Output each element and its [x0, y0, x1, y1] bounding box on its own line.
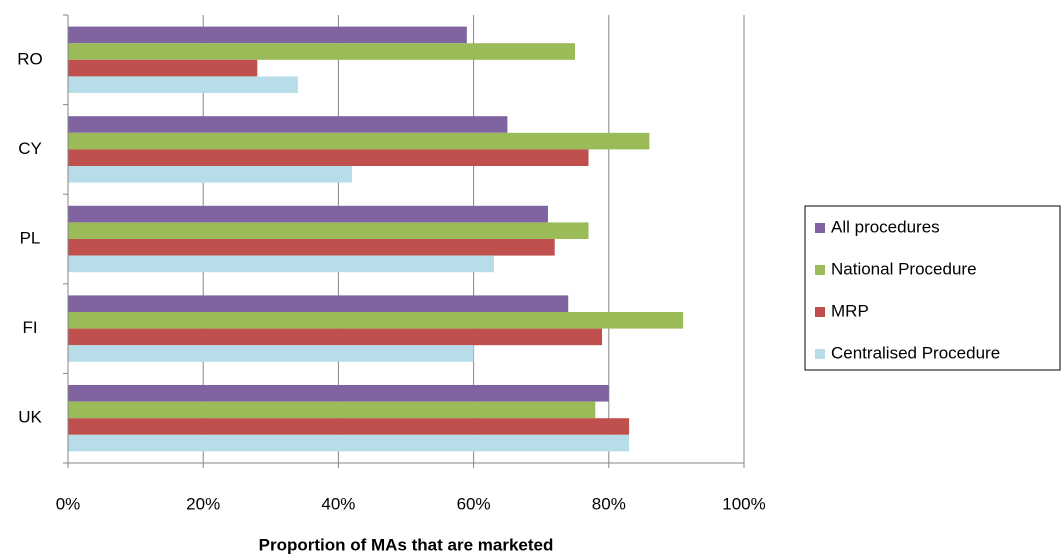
bar	[68, 166, 352, 183]
legend-label: MRP	[831, 301, 869, 320]
y-tick-label: PL	[20, 228, 41, 247]
legend: All procedures National Procedure MRP Centr…	[804, 205, 1061, 371]
x-axis-title: Proportion of MAs that are marketed	[259, 535, 554, 554]
bar	[68, 76, 298, 93]
legend-swatch	[815, 223, 825, 233]
bar	[68, 222, 589, 239]
y-tick-label: UK	[18, 408, 42, 427]
y-tick-label: FI	[22, 318, 37, 337]
bar	[68, 385, 609, 402]
bar	[68, 59, 258, 77]
legend-label: Centralised Procedure	[831, 343, 1000, 362]
bar	[68, 312, 684, 329]
x-tick-label: 80%	[592, 494, 626, 513]
bar	[68, 43, 575, 60]
legend-box	[804, 205, 1061, 371]
x-tick-label: 0%	[56, 494, 81, 513]
bar	[68, 116, 508, 133]
legend-swatch	[815, 265, 825, 275]
x-tick-label: 100%	[722, 494, 765, 513]
bar	[68, 328, 603, 346]
y-tick-label: RO	[17, 49, 43, 68]
legend-label: National Procedure	[831, 259, 977, 278]
legend-label: All procedures	[831, 217, 940, 236]
bar	[68, 345, 474, 362]
bar	[68, 205, 548, 223]
bar	[68, 132, 650, 150]
legend-swatch	[815, 349, 825, 359]
x-tick-label: 40%	[321, 494, 355, 513]
bar	[68, 255, 494, 273]
y-tick-label: CY	[18, 139, 42, 158]
bar	[68, 149, 589, 166]
x-tick-label: 60%	[457, 494, 491, 513]
bar	[68, 434, 630, 452]
bar	[68, 26, 467, 44]
bar	[68, 295, 569, 312]
x-tick-label: 20%	[186, 494, 220, 513]
bar	[68, 239, 555, 256]
legend-swatch	[815, 307, 825, 317]
bar	[68, 401, 596, 419]
bar	[68, 418, 630, 435]
